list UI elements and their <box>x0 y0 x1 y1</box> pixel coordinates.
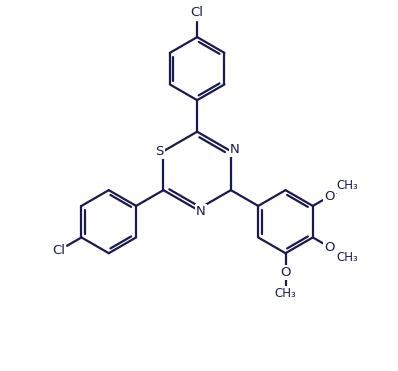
Text: CH₃: CH₃ <box>275 287 297 300</box>
Text: Cl: Cl <box>191 6 204 20</box>
Text: Cl: Cl <box>52 244 65 257</box>
Text: N: N <box>230 143 240 156</box>
Text: S: S <box>156 145 164 158</box>
Text: N: N <box>196 205 206 218</box>
Text: O: O <box>324 240 335 254</box>
Text: CH₃: CH₃ <box>337 179 358 193</box>
Text: CH₃: CH₃ <box>337 251 358 264</box>
Text: O: O <box>280 266 291 279</box>
Text: O: O <box>324 190 335 203</box>
